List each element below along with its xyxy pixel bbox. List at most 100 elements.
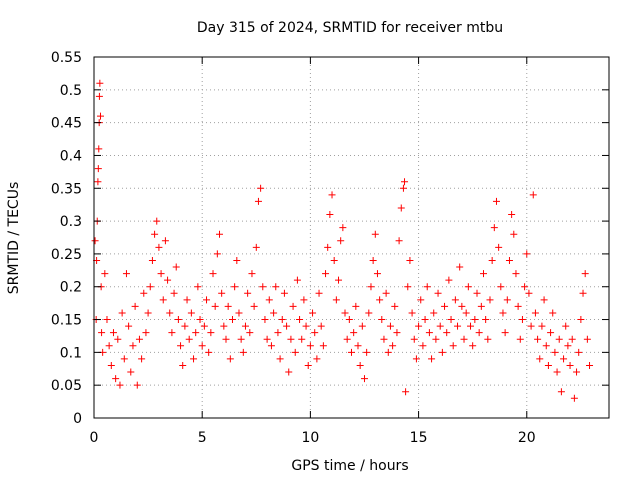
data-point (488, 256, 496, 264)
data-point (183, 296, 191, 304)
data-point (203, 296, 211, 304)
data-point (96, 112, 104, 120)
data-point (185, 335, 193, 343)
data-point (112, 375, 120, 383)
data-point (181, 322, 189, 330)
data-point (525, 289, 533, 297)
data-point (187, 309, 195, 317)
data-point (289, 302, 297, 310)
data-point (579, 289, 587, 297)
data-point (94, 165, 102, 173)
data-point (492, 197, 500, 205)
data-point (573, 368, 581, 376)
data-point (250, 302, 258, 310)
data-point (434, 289, 442, 297)
data-point (425, 329, 433, 337)
data-point (322, 270, 330, 278)
data-point (254, 197, 262, 205)
data-point (460, 335, 468, 343)
data-point (454, 322, 462, 330)
data-point (534, 335, 542, 343)
data-point (274, 329, 282, 337)
data-point (127, 368, 135, 376)
y-tick-label: 0 (73, 411, 82, 427)
data-point (456, 263, 464, 271)
data-point (402, 388, 410, 396)
data-point (116, 381, 124, 389)
data-point (122, 270, 130, 278)
data-point (220, 322, 228, 330)
data-point (376, 296, 384, 304)
data-point (586, 361, 594, 369)
data-point (213, 250, 221, 258)
data-point (358, 322, 366, 330)
data-point (153, 217, 161, 225)
data-point (356, 361, 364, 369)
data-point (179, 361, 187, 369)
data-point (177, 342, 185, 350)
data-point (105, 342, 113, 350)
data-point (380, 335, 388, 343)
data-point (103, 316, 111, 324)
data-point (291, 348, 299, 356)
data-point (432, 335, 440, 343)
data-point (397, 204, 405, 212)
data-point (508, 211, 516, 219)
data-point (315, 289, 323, 297)
data-point (278, 316, 286, 324)
data-point (449, 342, 457, 350)
data-point (267, 342, 275, 350)
data-point (406, 256, 414, 264)
data-point (131, 302, 139, 310)
data-point (146, 283, 154, 291)
y-tick-label: 0.5 (60, 83, 82, 99)
data-point (125, 322, 133, 330)
data-point (365, 309, 373, 317)
data-point (285, 368, 293, 376)
data-point (98, 329, 106, 337)
data-point (512, 270, 520, 278)
data-point (560, 355, 568, 363)
data-point (198, 342, 206, 350)
data-point (373, 270, 381, 278)
data-point (471, 316, 479, 324)
data-point (194, 283, 202, 291)
data-point (399, 184, 407, 192)
data-point (417, 296, 425, 304)
data-point (360, 375, 368, 383)
data-point (382, 289, 390, 297)
data-point (151, 230, 159, 238)
data-point (423, 283, 431, 291)
y-axis-label: SRMTID / TECUs (6, 182, 22, 295)
data-point (317, 322, 325, 330)
data-point (386, 322, 394, 330)
data-point (518, 316, 526, 324)
data-point (438, 348, 446, 356)
data-point (200, 322, 208, 330)
data-point (568, 335, 576, 343)
data-point (239, 348, 247, 356)
x-tick-label: 20 (518, 430, 536, 446)
data-point (326, 211, 334, 219)
data-point (95, 145, 103, 153)
data-point (148, 256, 156, 264)
data-point (531, 309, 539, 317)
data-point (272, 283, 280, 291)
data-point (549, 309, 557, 317)
y-tick-label: 0.45 (51, 116, 82, 132)
plot-frame (93, 56, 610, 419)
data-point (348, 348, 355, 356)
data-point (464, 283, 472, 291)
data-point (205, 348, 213, 356)
data-point (237, 335, 245, 343)
data-point (419, 342, 427, 350)
data-point (395, 237, 403, 245)
data-point (159, 296, 167, 304)
data-point (557, 388, 565, 396)
data-point (421, 316, 429, 324)
data-point (222, 335, 230, 343)
data-point (248, 270, 256, 278)
data-point (298, 335, 306, 343)
data-point (302, 322, 310, 330)
